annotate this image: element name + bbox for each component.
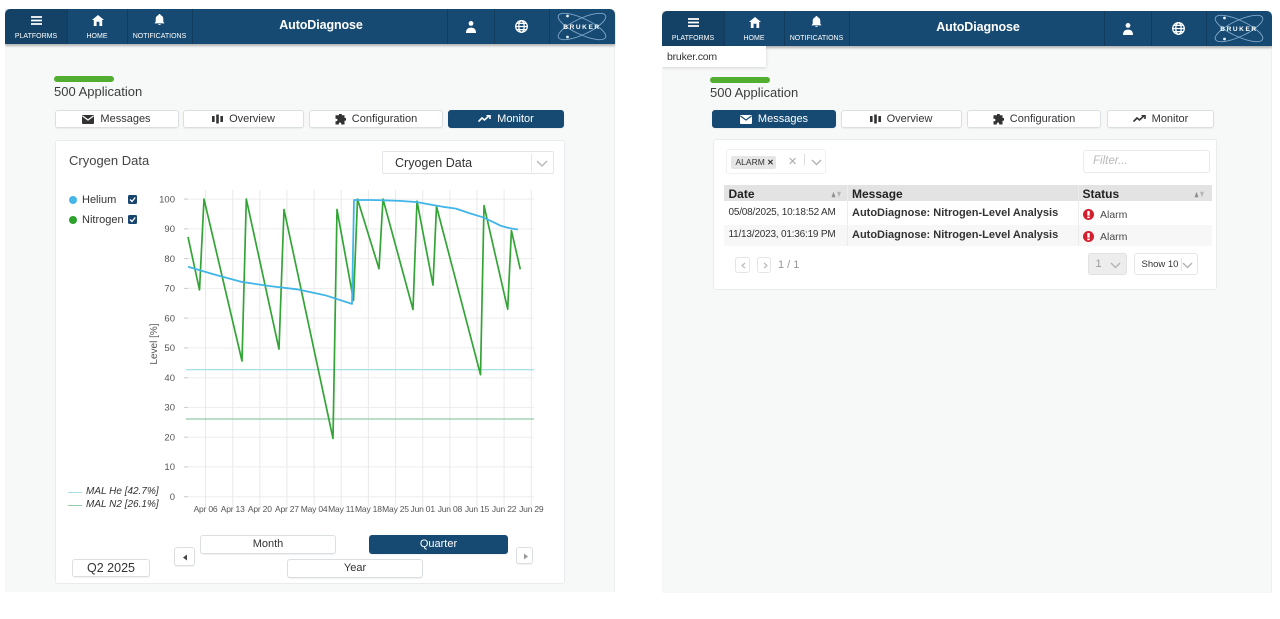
- svg-text:Jun 15: Jun 15: [465, 504, 490, 514]
- svg-text:Level [%]: Level [%]: [149, 323, 160, 364]
- svg-text:40: 40: [164, 373, 175, 384]
- svg-text:10: 10: [164, 462, 175, 473]
- svg-text:Jun 08: Jun 08: [438, 504, 463, 514]
- svg-text:BRUKER: BRUKER: [563, 24, 600, 31]
- svg-text:Apr 20: Apr 20: [248, 504, 272, 514]
- svg-text:Jun 22: Jun 22: [492, 504, 517, 514]
- svg-text:0: 0: [170, 492, 175, 503]
- svg-text:Apr 06: Apr 06: [194, 504, 218, 514]
- svg-text:May 18: May 18: [355, 504, 382, 514]
- svg-text:60: 60: [164, 313, 175, 324]
- svg-text:70: 70: [164, 284, 175, 295]
- svg-text:Jun 29: Jun 29: [519, 504, 544, 514]
- svg-text:100: 100: [159, 194, 175, 205]
- svg-text:20: 20: [164, 432, 175, 443]
- svg-text:50: 50: [164, 343, 175, 354]
- svg-text:80: 80: [164, 254, 175, 265]
- svg-text:May 11: May 11: [328, 504, 355, 514]
- svg-text:BRUKER: BRUKER: [1220, 26, 1257, 33]
- svg-text:90: 90: [164, 224, 175, 235]
- svg-text:Jun 01: Jun 01: [411, 504, 436, 514]
- svg-text:May 25: May 25: [382, 504, 409, 514]
- svg-text:Apr 27: Apr 27: [275, 504, 299, 514]
- svg-text:30: 30: [164, 403, 175, 414]
- svg-text:Apr 13: Apr 13: [221, 504, 245, 514]
- svg-text:May 04: May 04: [301, 504, 328, 514]
